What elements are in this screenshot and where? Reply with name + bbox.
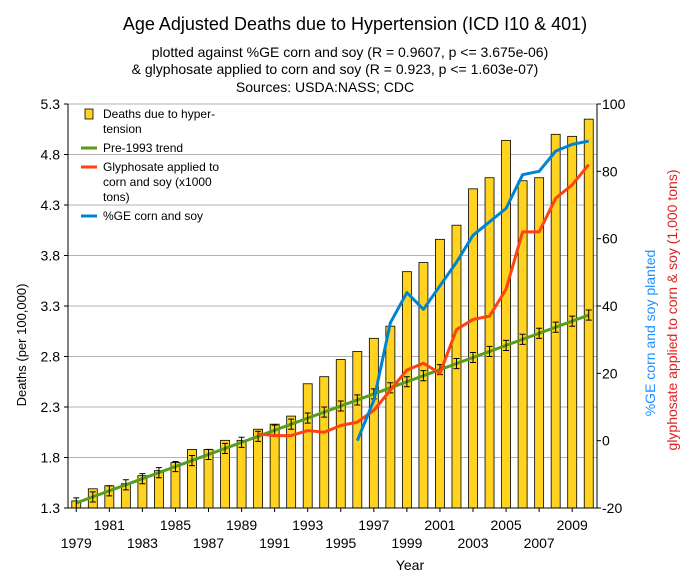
x-tick-label: 1987 [193, 535, 224, 551]
x-tick-label: 2009 [557, 517, 588, 533]
y-tick-label: 1.8 [41, 450, 61, 466]
trend-error-bar [519, 333, 526, 345]
glyphosate-line [257, 163, 590, 438]
y2-axis-label-glyphosate: glyphosate applied to corn & soy (1,000 … [664, 170, 680, 451]
ge-line [355, 139, 590, 442]
y2-tick-label: 100 [602, 96, 626, 112]
bar-deaths [418, 262, 429, 509]
y2-tick-label: 0 [602, 433, 610, 449]
y-tick-label: 4.3 [41, 197, 61, 213]
trend-error-bar [337, 400, 344, 412]
y2-tick-label: 60 [602, 231, 618, 247]
trend-error-bar [155, 467, 162, 479]
trend-error-bar [304, 412, 311, 424]
y-tick-label: 4.8 [41, 147, 61, 163]
y-tick-label: 2.8 [41, 349, 61, 365]
trend-error-bar [470, 351, 477, 364]
x-tick-label: 2007 [524, 535, 555, 551]
legend-swatch-deaths [84, 108, 94, 120]
trend-error-bar [503, 339, 510, 351]
legend-label: Glyphosate applied to [103, 160, 219, 174]
x-tick-label: 1989 [226, 517, 257, 533]
y2-tick-label: 80 [602, 163, 618, 179]
y-tick-label: 3.8 [41, 248, 61, 264]
trend-error-bar [321, 406, 328, 418]
x-tick-label: 1979 [61, 535, 92, 551]
trend-error-bar [354, 394, 361, 406]
x-tick-label: 1999 [391, 535, 422, 551]
bar-deaths [319, 376, 330, 509]
chart-title: Age Adjusted Deaths due to Hypertension … [123, 14, 587, 34]
trend-error-bar [222, 442, 229, 454]
bar-deaths [401, 271, 412, 509]
trend-error-bar [552, 321, 559, 333]
x-tick-label: 1991 [259, 535, 290, 551]
y2-tick-label: -20 [602, 500, 622, 516]
x-tick-label: 1995 [325, 535, 356, 551]
x-tick-label: 2001 [424, 517, 455, 533]
y-axis-label: Deaths (per 100,000) [14, 284, 29, 407]
trend-error-bar [569, 315, 576, 327]
trend-error-bar [403, 376, 410, 388]
bar-deaths [302, 383, 313, 509]
x-tick-label: 1985 [160, 517, 191, 533]
grid [68, 103, 597, 509]
bar-deaths [286, 415, 297, 509]
trend-error-bar [453, 358, 460, 370]
y-tick-label: 2.3 [41, 399, 61, 415]
trend-error-bar [188, 454, 195, 467]
trend-line [75, 313, 590, 505]
trend-error-bar [536, 327, 543, 339]
bar-deaths [385, 325, 396, 509]
chart-subtitle-line-3: Sources: USDA:NASS; CDC [236, 79, 414, 95]
bar-deaths [501, 139, 511, 509]
line-series [73, 139, 592, 509]
x-tick-label: 2003 [457, 535, 488, 551]
trend-error-bar [420, 370, 427, 382]
y2-tick-label: 20 [602, 365, 618, 381]
y-tick-label: 1.3 [41, 500, 61, 516]
legend-label: tons) [103, 190, 130, 204]
trend-error-bar [585, 309, 592, 321]
legend: Deaths due to hyper-tension Pre-1993 tren… [81, 107, 219, 223]
bar-deaths [550, 133, 561, 509]
legend-label: Pre-1993 trend [103, 141, 183, 155]
trend-error-bar [288, 418, 295, 430]
bar-deaths [335, 359, 346, 509]
trend-error-bar [139, 473, 146, 485]
x-tick-label: 1981 [94, 517, 125, 533]
trend-error-bar [106, 485, 113, 497]
y-tick-label: 5.3 [41, 96, 61, 112]
y-tick-label: 3.3 [41, 298, 61, 314]
trend-error-bar [122, 479, 129, 491]
axes: 1.3 1.8 2.3 2.8 3.3 3.8 4.3 4.8 5.3 -20 0 20 40 60 80 1… [41, 96, 626, 551]
bar-deaths [484, 177, 495, 509]
trend-error-bar [238, 436, 245, 448]
chart-subtitle-line-2: & glyphosate applied to corn and soy (R … [132, 61, 539, 77]
trend-error-bar [205, 448, 212, 461]
x-tick-label: 1993 [292, 517, 323, 533]
y2-axis-label-ge: %GE corn and soy planted [642, 250, 658, 417]
trend-error-bar [89, 491, 96, 503]
legend-label: corn and soy (x1000 [103, 175, 212, 189]
y2-tick-label: 40 [602, 298, 618, 314]
chart-subtitle-line-1: plotted against %GE corn and soy (R = 0.… [152, 44, 549, 60]
trend-error-bar [172, 461, 179, 473]
trend-error-bar [486, 345, 493, 357]
legend-label: tension [103, 122, 142, 136]
legend-label: %GE corn and soy [103, 209, 203, 223]
bar-deaths [236, 439, 247, 509]
legend-label: Deaths due to hyper- [103, 107, 215, 121]
bar-deaths [368, 337, 379, 509]
x-tick-label: 1983 [127, 535, 158, 551]
trend-error-bar [255, 430, 262, 442]
x-axis-label: Year [396, 557, 425, 573]
x-tick-label: 2005 [491, 517, 522, 533]
x-tick-label: 1997 [358, 517, 389, 533]
